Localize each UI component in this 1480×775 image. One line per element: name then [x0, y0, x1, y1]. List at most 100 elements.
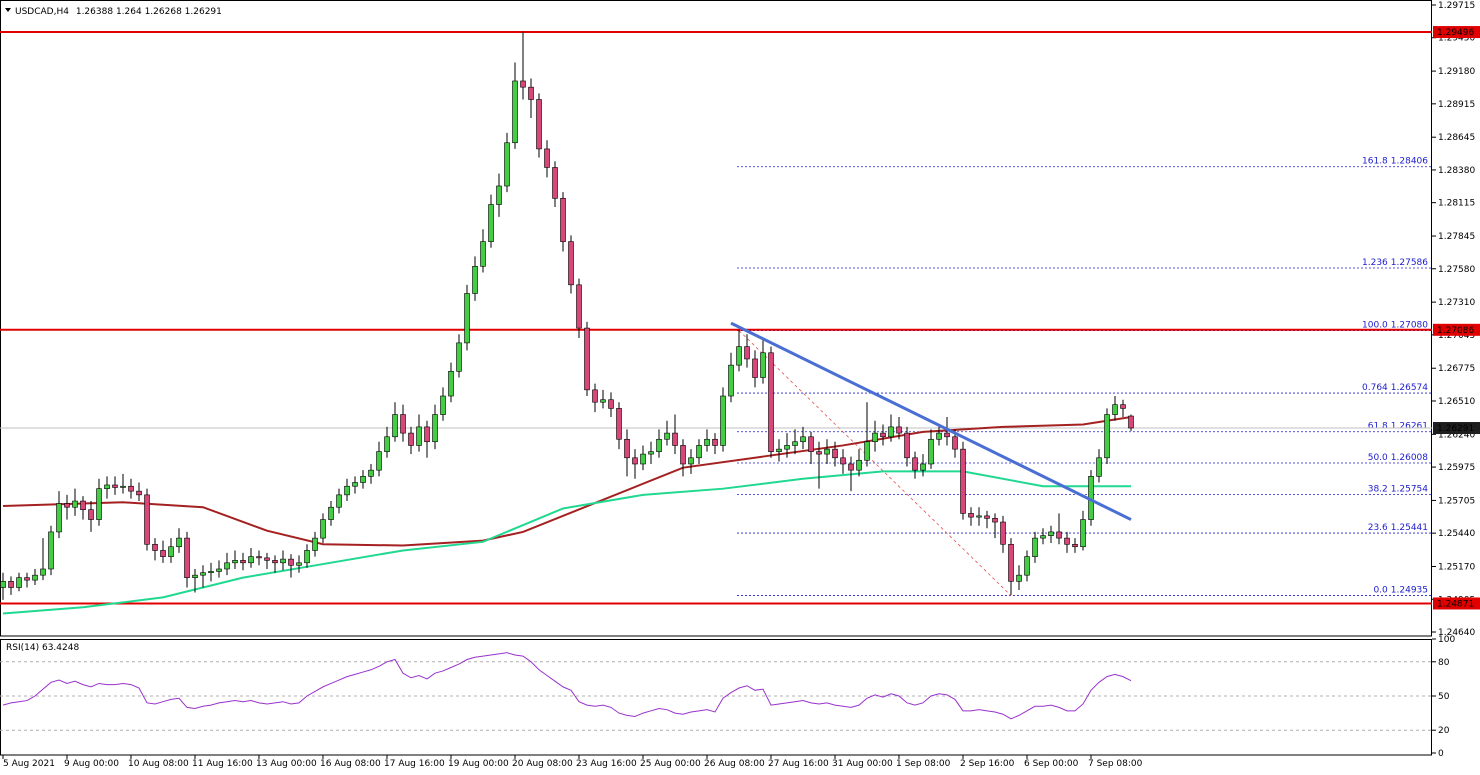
candle-body: [224, 562, 230, 570]
rsi-tick-label: 0: [1438, 749, 1444, 759]
candle-body: [872, 432, 878, 443]
candle-body: [408, 432, 414, 446]
candle-body: [304, 550, 310, 564]
x-tick-label: 11 Aug 16:00: [192, 759, 253, 769]
rsi-tick-label: 100: [1438, 635, 1455, 645]
candle-body: [352, 482, 358, 487]
open: 1.26388: [76, 7, 113, 17]
candle-body: [528, 86, 534, 100]
candle-body: [392, 414, 398, 438]
candle-body: [688, 457, 694, 465]
x-tick-label: 27 Aug 16:00: [768, 759, 829, 769]
candle-body: [248, 556, 254, 564]
candle-body: [440, 395, 446, 415]
y-tick-label: 1.25975: [1438, 463, 1475, 473]
x-tick-label: 26 Aug 08:00: [704, 759, 765, 769]
moving-average: [2, 416, 1132, 547]
fib-level: 1.236: [1362, 258, 1388, 268]
candle-body: [504, 142, 510, 187]
fib-price: 1.26261: [1391, 422, 1428, 432]
x-tick-label: 5 Aug 2021: [3, 759, 55, 769]
candle-body: [1032, 537, 1038, 557]
y-tick-label: 1.25705: [1438, 496, 1475, 506]
candle-body: [448, 371, 454, 397]
candle-body: [8, 581, 14, 588]
fib-level: 23.6: [1368, 523, 1388, 533]
candle-body: [104, 484, 110, 489]
candle-body: [1080, 519, 1086, 548]
candle-body: [400, 414, 406, 434]
moving-average: [2, 470, 1131, 615]
candle-body: [856, 459, 862, 471]
fib-price: 1.27080: [1391, 321, 1428, 331]
candle-body: [472, 266, 478, 294]
candle-body: [920, 463, 926, 471]
candle-body: [1072, 543, 1078, 548]
y-tick-label: 1.25170: [1438, 563, 1475, 573]
high: 1.264: [116, 7, 142, 17]
fib-price: 1.27586: [1391, 258, 1428, 268]
x-tick-label: 19 Aug 00:00: [448, 759, 509, 769]
y-tick-label: 1.25440: [1438, 529, 1475, 539]
candle-body: [432, 414, 438, 443]
rsi-name: RSI(14): [6, 643, 39, 653]
candle-body: [728, 364, 734, 397]
rsi-tick-label: 20: [1438, 726, 1450, 736]
candle-body: [944, 432, 950, 438]
rsi-line: [2, 652, 1132, 720]
candle-body: [560, 198, 566, 242]
candle-body: [120, 485, 126, 488]
candle-body: [744, 346, 750, 360]
candle-body: [576, 284, 582, 329]
candle-body: [832, 448, 838, 459]
candle-body: [952, 436, 958, 450]
candle-body: [272, 560, 278, 564]
candle-body: [720, 395, 726, 446]
candle-body: [1056, 531, 1062, 539]
candle-body: [112, 484, 118, 488]
candle-body: [416, 426, 422, 446]
candle-body: [752, 358, 758, 378]
y-tick-label: 1.26240: [1438, 430, 1475, 440]
candle-body: [256, 556, 262, 559]
fib-price: 1.24935: [1391, 586, 1428, 596]
candle-body: [880, 432, 886, 438]
fib-label: 100.0 1.27080: [1362, 321, 1428, 331]
candle-body: [32, 574, 38, 581]
level-box: [1433, 323, 1480, 336]
candle-body: [48, 531, 54, 570]
fib-price: 1.28406: [1391, 157, 1428, 167]
candle-body: [816, 451, 822, 455]
y-tick-label: 1.28645: [1438, 133, 1475, 143]
x-tick-label: 31 Aug 00:00: [832, 759, 893, 769]
y-tick-label: 1.26510: [1438, 397, 1475, 407]
fib-label: 1.236 1.27586: [1362, 258, 1428, 268]
candle-body: [40, 568, 46, 576]
candle-body: [704, 438, 710, 446]
candle-body: [784, 445, 790, 450]
candle-body: [72, 500, 78, 508]
rsi-title: RSI(14) 63.4248: [6, 643, 79, 653]
x-tick-label: 25 Aug 00:00: [640, 759, 701, 769]
y-tick-label: 1.29715: [1438, 1, 1475, 11]
candle-body: [288, 558, 294, 566]
candle-body: [96, 488, 102, 520]
candle-body: [712, 438, 718, 446]
rsi-tick-label: 80: [1438, 658, 1450, 668]
candle-body: [200, 572, 206, 576]
candle-body: [0, 581, 6, 588]
fib-label: 23.6 1.25441: [1368, 523, 1428, 533]
candle-body: [760, 352, 766, 378]
candle-body: [904, 432, 910, 459]
candle-body: [336, 494, 342, 508]
x-tick-label: 23 Aug 16:00: [576, 759, 637, 769]
candle-body: [280, 558, 286, 564]
candle-body: [80, 500, 86, 510]
candle-body: [152, 543, 158, 551]
candle-body: [1048, 531, 1054, 536]
candle-body: [16, 577, 22, 588]
candle-body: [888, 426, 894, 438]
y-tick-label: 1.24640: [1438, 628, 1475, 638]
